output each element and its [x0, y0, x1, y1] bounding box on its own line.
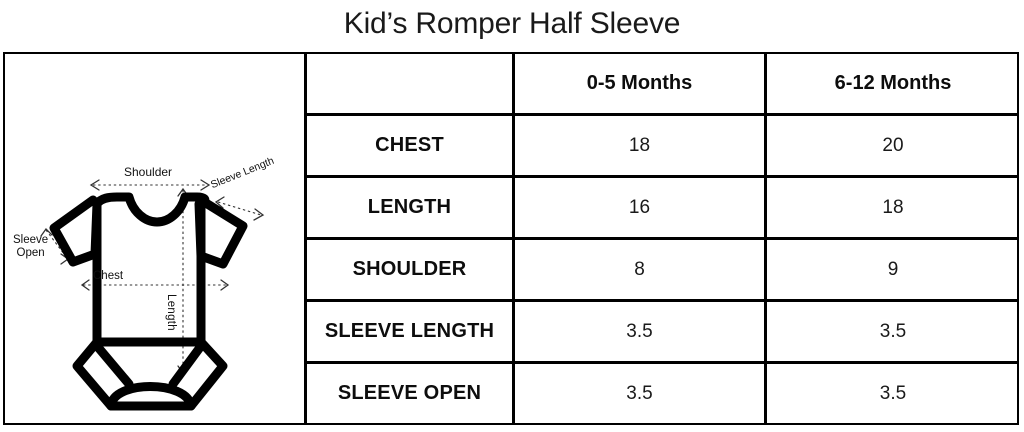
cell-sleeve-length-0-5-months: 3.5 [515, 302, 767, 361]
page-title: Kid’s Romper Half Sleeve [343, 7, 681, 40]
row-label-sleeve-length: SLEEVE LENGTH [307, 302, 515, 361]
cell-sleeve-length-6-12-months: 3.5 [879, 320, 907, 342]
length-measure-label: Length [165, 294, 177, 331]
romper-line-drawing-svg [40, 179, 265, 411]
row-label-chest: CHEST [307, 116, 515, 175]
romper-diagram-cell: Shoulder Sleeve Length Sleeve Open Chest… [5, 54, 307, 423]
cell-shoulder-6-12-months: 9 [887, 258, 899, 280]
cell-length-0-5-months: 16 [515, 178, 767, 237]
shoulder-measure-label: Shoulder [124, 165, 173, 179]
header-corner-cell [307, 54, 515, 113]
sleeve-open-label-line1: Sleeve [13, 234, 49, 246]
sleeve-open-label-line2: Open [16, 247, 45, 259]
sleeve-open-measure-label: Sleeve Open [13, 234, 48, 260]
header-col-0-5-months: 0-5 Months [515, 54, 767, 113]
romper-illustration: Shoulder Sleeve Length Sleeve Open Chest… [5, 54, 307, 427]
romper-outline [49, 192, 248, 411]
row-label-sleeve-open: SLEEVE OPEN [307, 364, 515, 423]
cell-chest-6-12-months: 20 [882, 134, 904, 156]
measurement-grid: 0-5 Months 6-12 Months CHEST 18 20 LENGT… [307, 54, 1019, 423]
table-row: SLEEVE LENGTH 3.5 3.5 [307, 302, 1019, 364]
table-header-row: 0-5 Months 6-12 Months [307, 54, 1019, 116]
table-row: CHEST 18 20 [307, 116, 1019, 178]
header-col-6-12-months: 6-12 Months [834, 72, 952, 94]
table-row: SLEEVE OPEN 3.5 3.5 [307, 364, 1019, 423]
size-chart-table: Shoulder Sleeve Length Sleeve Open Chest… [3, 52, 1019, 425]
cell-sleeve-open-6-12-months: 3.5 [879, 382, 907, 404]
cell-length-6-12-months: 18 [882, 196, 904, 218]
row-label-length: LENGTH [307, 178, 515, 237]
cell-shoulder-0-5-months: 8 [515, 240, 767, 299]
table-row: LENGTH 16 18 [307, 178, 1019, 240]
cell-sleeve-open-0-5-months: 3.5 [515, 364, 767, 423]
cell-chest-0-5-months: 18 [515, 116, 767, 175]
row-label-shoulder: SHOULDER [307, 240, 515, 299]
table-row: SHOULDER 8 9 [307, 240, 1019, 302]
chest-measure-label: Chest [93, 270, 124, 282]
